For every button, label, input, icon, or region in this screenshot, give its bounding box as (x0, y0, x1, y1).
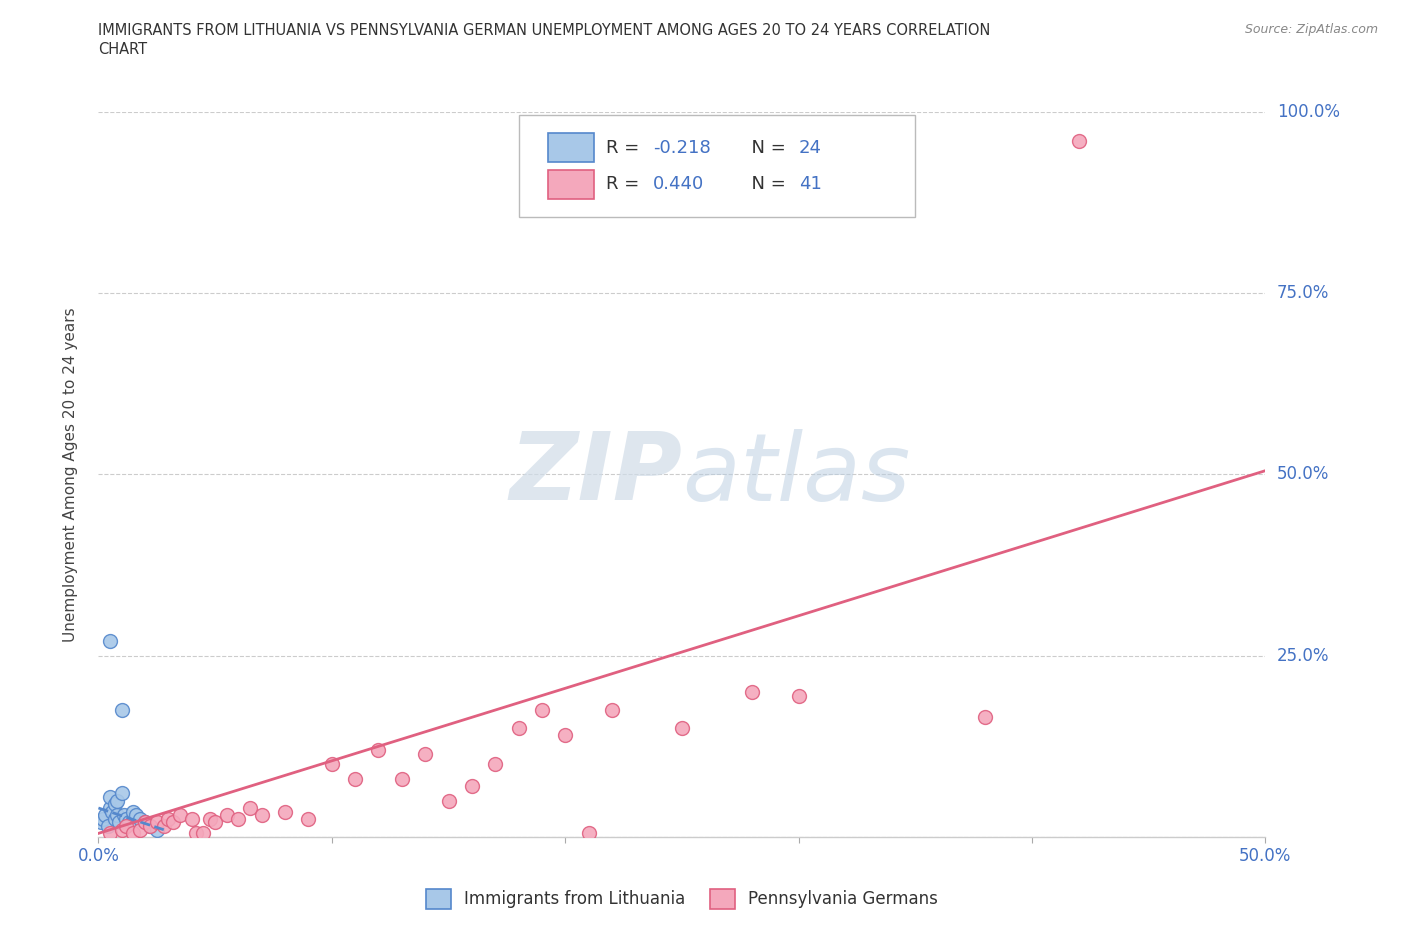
Point (115, 811, 138, 827)
Point (111, 703, 134, 718)
Point (104, 797, 127, 812)
Point (139, 818, 162, 833)
Text: atlas: atlas (682, 429, 910, 520)
Point (134, 815, 156, 830)
Point (125, 808, 148, 823)
Point (157, 811, 180, 827)
Point (104, 811, 127, 827)
Point (974, 710, 997, 724)
Text: 100.0%: 100.0% (1277, 102, 1340, 121)
Point (97, 818, 120, 833)
Text: 24: 24 (799, 139, 821, 157)
Point (344, 772, 367, 787)
Point (413, 746, 436, 761)
Point (200, 811, 222, 827)
Point (787, 688, 810, 703)
Point (741, 684, 763, 699)
Point (600, 703, 623, 718)
Text: 75.0%: 75.0% (1277, 284, 1330, 302)
Point (90, 815, 112, 830)
Point (98, 790, 121, 804)
Text: N =: N = (741, 175, 792, 193)
Point (98, 633, 121, 648)
Point (193, 826, 215, 841)
Point (204, 815, 226, 830)
Point (1067, 133, 1090, 148)
Text: R =: R = (606, 175, 645, 193)
Point (111, 786, 134, 801)
Point (105, 808, 128, 823)
Point (228, 811, 250, 827)
Point (367, 742, 389, 757)
Text: N =: N = (741, 139, 792, 157)
Point (484, 757, 506, 772)
Point (98, 826, 121, 841)
Point (129, 811, 152, 827)
Point (146, 815, 169, 830)
Point (186, 826, 208, 841)
Point (122, 826, 145, 841)
Point (122, 804, 145, 819)
Legend: Immigrants from Lithuania, Pennsylvania Germans: Immigrants from Lithuania, Pennsylvania … (419, 882, 945, 916)
Point (98, 801, 121, 816)
Point (101, 804, 124, 819)
Text: IMMIGRANTS FROM LITHUANIA VS PENNSYLVANIA GERMAN UNEMPLOYMENT AMONG AGES 20 TO 2: IMMIGRANTS FROM LITHUANIA VS PENNSYLVANI… (98, 23, 991, 38)
Point (461, 778, 484, 793)
Point (274, 804, 297, 819)
Point (215, 808, 238, 823)
Point (671, 721, 693, 736)
Point (91, 811, 114, 827)
FancyBboxPatch shape (548, 133, 595, 163)
Y-axis label: Unemployment Among Ages 20 to 24 years: Unemployment Among Ages 20 to 24 years (63, 307, 77, 642)
Point (94, 808, 117, 823)
Text: Source: ZipAtlas.com: Source: ZipAtlas.com (1244, 23, 1378, 36)
Text: 50.0%: 50.0% (1277, 465, 1330, 484)
Point (162, 815, 184, 830)
Text: 0.440: 0.440 (652, 175, 704, 193)
Point (118, 815, 141, 830)
Point (554, 728, 576, 743)
Point (169, 808, 191, 823)
Point (112, 808, 135, 823)
Point (129, 822, 152, 837)
Text: -0.218: -0.218 (652, 139, 710, 157)
Text: ZIP: ZIP (509, 429, 682, 520)
FancyBboxPatch shape (519, 115, 915, 217)
Point (578, 826, 600, 841)
Point (139, 818, 162, 833)
FancyBboxPatch shape (548, 169, 595, 199)
Point (391, 772, 413, 787)
Point (321, 757, 343, 772)
Point (134, 815, 156, 830)
Text: 41: 41 (799, 175, 821, 193)
Point (105, 793, 128, 808)
Point (180, 811, 202, 827)
Point (250, 808, 273, 823)
Point (115, 818, 138, 833)
Text: R =: R = (606, 139, 645, 157)
Text: CHART: CHART (98, 42, 148, 57)
Text: 25.0%: 25.0% (1277, 646, 1330, 665)
Point (108, 815, 131, 830)
Point (437, 793, 460, 808)
Point (508, 721, 530, 736)
Point (111, 822, 134, 837)
Point (530, 703, 553, 718)
Point (297, 811, 319, 827)
Point (239, 801, 262, 816)
Point (146, 822, 169, 837)
Point (152, 818, 174, 833)
